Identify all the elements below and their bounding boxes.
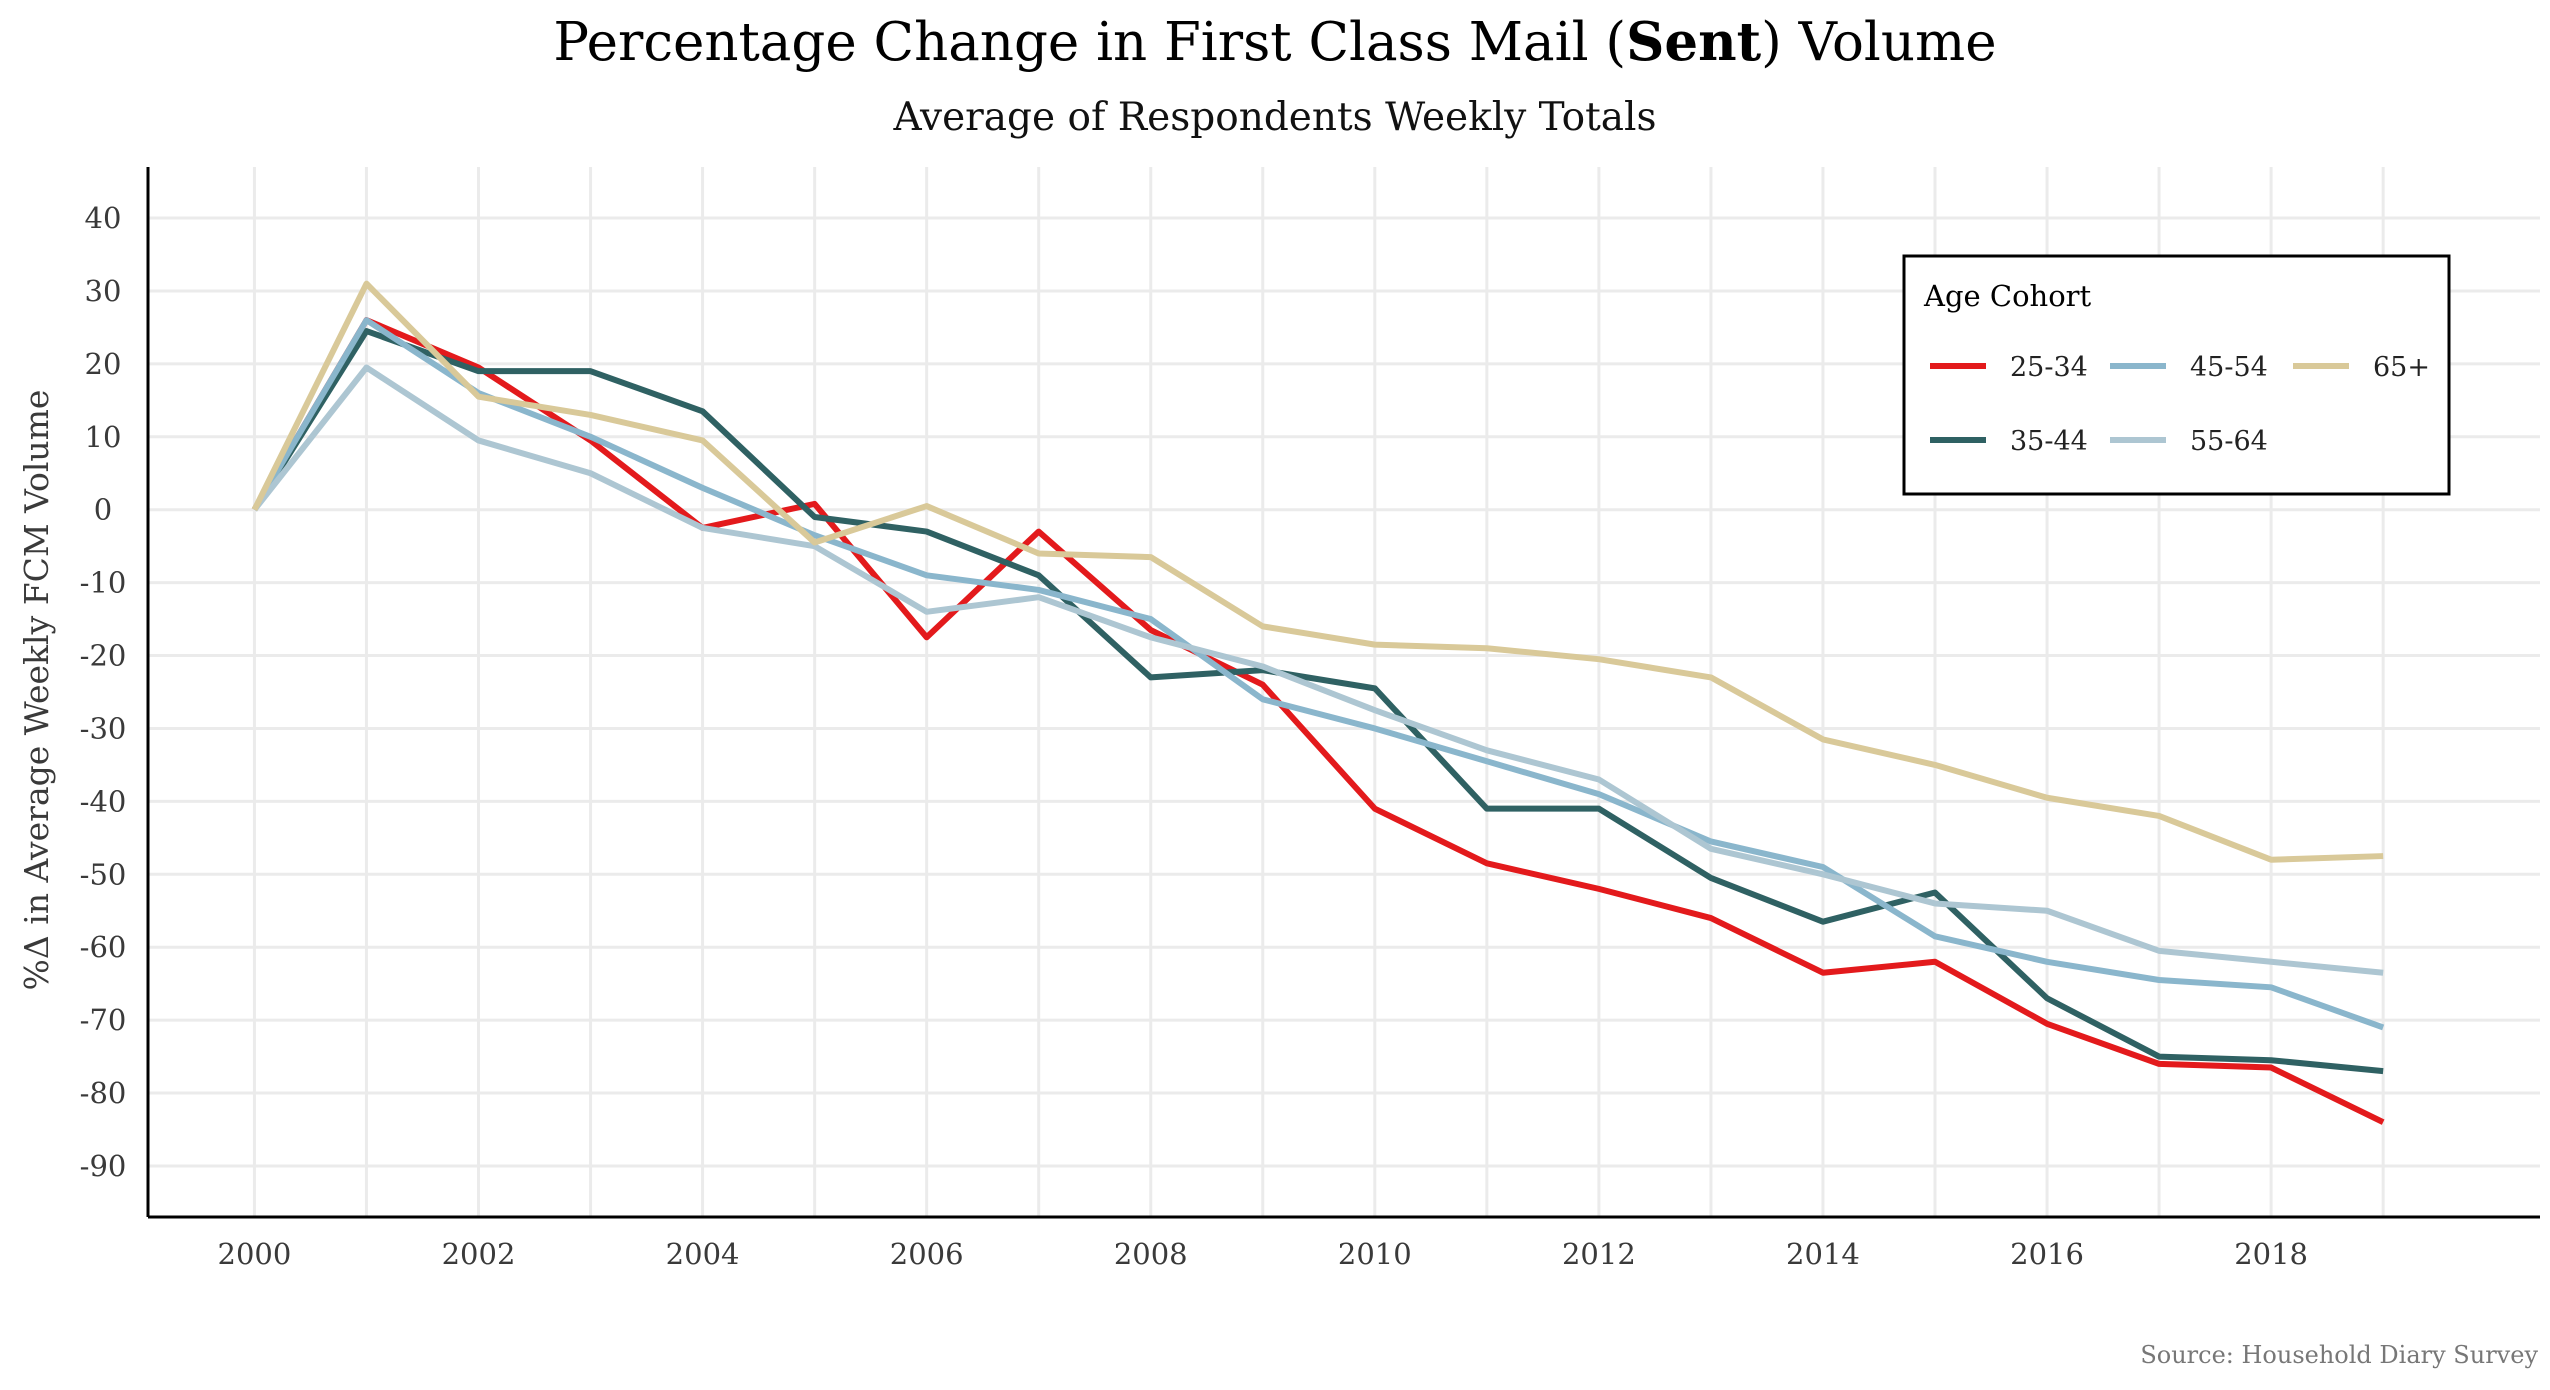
x-tick-label: 2014 [1786,1237,1860,1271]
chart-title-bold: Sent [1626,11,1762,73]
y-tick-label: -50 [80,857,127,891]
y-tick-label: 40 [85,201,122,235]
y-axis-title: %Δ in Average Weekly FCM Volume [17,390,56,991]
legend-items: 25-34 35-44 45-54 55-64 65+ [1930,352,2430,457]
y-tick-label: 30 [85,274,122,308]
y-tick-label: -80 [80,1076,127,1110]
y-tick-label: -60 [80,930,127,964]
legend-label-55-64: 55-64 [2190,426,2268,457]
x-tick-label: 2002 [442,1237,516,1271]
y-tick-label: -70 [80,1003,127,1037]
y-tick-label: 10 [85,420,122,454]
x-tick-label: 2006 [890,1237,964,1271]
x-tick-label: 2004 [666,1237,740,1271]
x-tick-label: 2012 [1562,1237,1636,1271]
y-tick-label: -40 [80,784,127,818]
series-line-25-34 [251,317,2385,1125]
series-line-65+ [251,280,2384,863]
x-tick-label: 2008 [1114,1237,1188,1271]
legend-title: Age Cohort [1923,279,2092,313]
y-tick-label: -90 [80,1149,127,1183]
x-tick-label: 2000 [218,1237,292,1271]
legend-label-25-34: 25-34 [2010,352,2088,383]
chart-title: Percentage Change in First Class Mail (S… [553,11,1996,73]
series-lines [251,280,2385,1125]
series-line-35-44 [251,328,2384,1075]
chart-subtitle: Average of Respondents Weekly Totals [892,95,1656,140]
chart-title-prefix: Percentage Change in First Class Mail ( [553,12,1626,73]
series-line-45-54 [251,317,2385,1031]
source-caption: Source: Household Diary Survey [2140,1341,2538,1369]
x-tick-label: 2010 [1338,1237,1412,1271]
legend-box [1902,254,2451,496]
x-tick-label: 2018 [2234,1237,2308,1271]
y-tick-label: -10 [80,566,127,600]
y-tick-label: -30 [80,711,127,745]
x-tick-label: 2016 [2010,1237,2084,1271]
y-tick-label: 20 [85,347,122,381]
legend-label-45-54: 45-54 [2190,352,2268,383]
series-line-55-64 [252,364,2384,976]
legend-label-35-44: 35-44 [2010,426,2088,457]
x-axis-ticks: 2000 2002 2004 2006 2008 2010 2012 2014 2016 2018 [218,1237,2308,1271]
legend-label-65+: 65+ [2373,352,2430,383]
y-tick-label: 0 [94,493,112,527]
y-axis-ticks: 40 30 20 10 0 -10 -20 -30 -40 -50 -60 -70 -80 -90 [80,201,127,1183]
legend: Age Cohort 25-34 35-44 45-54 55-64 65+ [1902,254,2451,496]
y-tick-label: -20 [80,639,127,673]
chart-title-suffix: ) Volume [1761,12,1997,73]
